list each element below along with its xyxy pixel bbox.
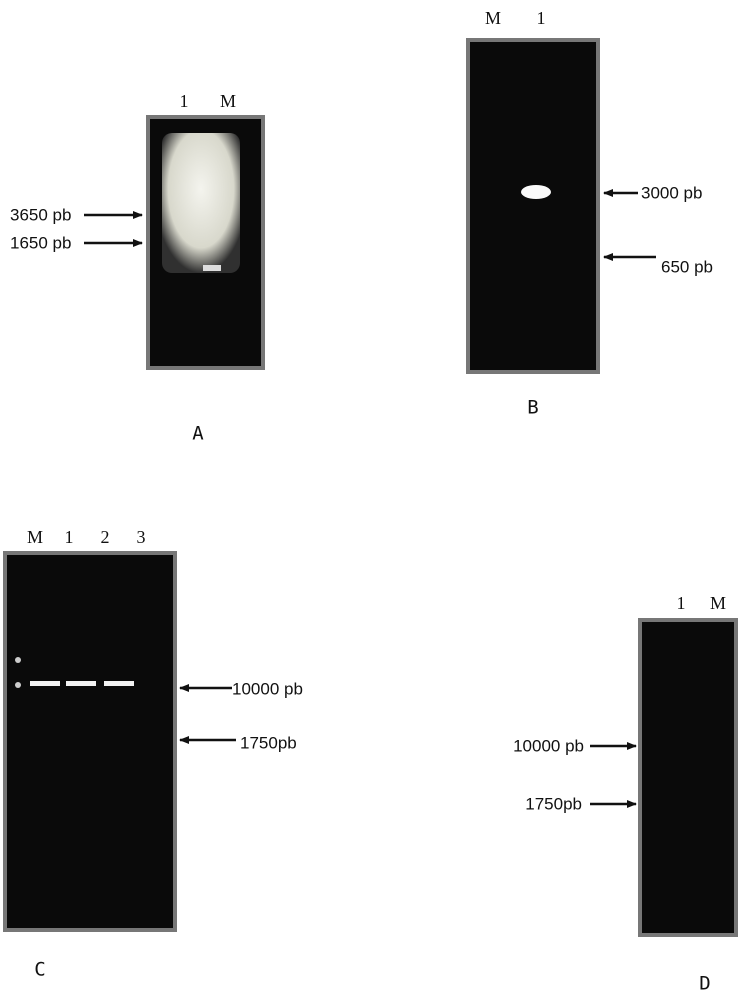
band bbox=[66, 681, 96, 686]
lane-label: 3 bbox=[137, 527, 146, 547]
band bbox=[521, 185, 551, 199]
marker-label: 1650 pb bbox=[10, 233, 71, 252]
marker-label: 3650 pb bbox=[10, 205, 71, 224]
lane-label: M bbox=[220, 91, 236, 111]
figure: 1 M 3650 pb 1650 pb A M 1 3000 pb 650 pb… bbox=[0, 0, 740, 996]
gel bbox=[5, 553, 175, 930]
lane-label: 2 bbox=[101, 527, 110, 547]
lane-label: 1 bbox=[677, 593, 686, 613]
panel-d: 1 M 10000 pb 1750pb D bbox=[513, 593, 736, 994]
panel-letter: C bbox=[34, 959, 45, 981]
marker-label: 1750pb bbox=[240, 733, 297, 752]
band bbox=[203, 265, 221, 271]
marker-label: 650 pb bbox=[661, 257, 713, 276]
lane-label: 1 bbox=[537, 8, 546, 28]
marker-label: 10000 pb bbox=[513, 736, 584, 755]
band bbox=[104, 681, 134, 686]
panel-a: 1 M 3650 pb 1650 pb A bbox=[10, 91, 263, 444]
lane-label: 1 bbox=[65, 527, 74, 547]
panel-b: M 1 3000 pb 650 pb B bbox=[468, 8, 713, 418]
lane-label: M bbox=[485, 8, 501, 28]
panel-letter: D bbox=[699, 973, 710, 995]
marker-label: 1750pb bbox=[525, 794, 582, 813]
lane-label: M bbox=[710, 593, 726, 613]
marker-label: 10000 pb bbox=[232, 679, 303, 698]
marker-label: 3000 pb bbox=[641, 183, 702, 202]
gel bbox=[468, 40, 598, 372]
lane-label: 1 bbox=[180, 91, 189, 111]
panel-letter: A bbox=[192, 423, 204, 445]
gel bbox=[640, 620, 736, 935]
panel-letter: B bbox=[527, 397, 538, 419]
gel-smear bbox=[162, 133, 240, 273]
marker-band bbox=[15, 657, 21, 663]
panel-c: M 1 2 3 10000 pb 1750pb C bbox=[5, 527, 303, 980]
lane-label: M bbox=[27, 527, 43, 547]
band bbox=[30, 681, 60, 686]
marker-band bbox=[15, 682, 21, 688]
